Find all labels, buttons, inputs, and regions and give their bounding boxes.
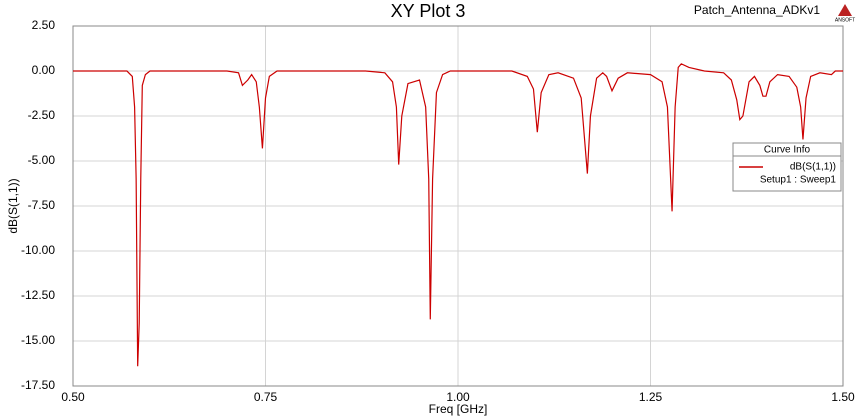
y-tick-label: -10.00 [21, 243, 55, 257]
x-tick-label: 0.50 [61, 390, 85, 404]
line [73, 63, 843, 367]
x-axis-label: Freq [GHz] [429, 402, 488, 416]
x-tick-label: 1.50 [831, 390, 855, 404]
y-tick-label: -15.00 [21, 333, 55, 347]
y-tick-label: -12.50 [21, 288, 55, 302]
legend-label: dB(S(1,1)) [790, 162, 836, 173]
y-tick-label: 0.00 [32, 63, 56, 77]
chart-title: XY Plot 3 [391, 1, 466, 21]
x-tick-label: 0.75 [254, 390, 278, 404]
x-tick-label: 1.25 [639, 390, 663, 404]
y-tick-label: -2.50 [28, 108, 56, 122]
y-axis-label: dB(S(1,1)) [6, 178, 20, 233]
y-tick-label: -17.50 [21, 378, 55, 392]
x-tick-label: 1.00 [446, 390, 470, 404]
project-name: Patch_Antenna_ADKv1 [694, 3, 820, 17]
y-tick-label: -5.00 [28, 153, 56, 167]
y-tick-label: -7.50 [28, 198, 56, 212]
legend-setup: Setup1 : Sweep1 [760, 175, 837, 186]
y-tick-label: 2.50 [32, 18, 56, 32]
plot-frame [72, 25, 844, 387]
legend-title: Curve Info [764, 145, 811, 156]
logo-text: ANSOFT [835, 17, 855, 23]
logo-icon [838, 4, 852, 16]
